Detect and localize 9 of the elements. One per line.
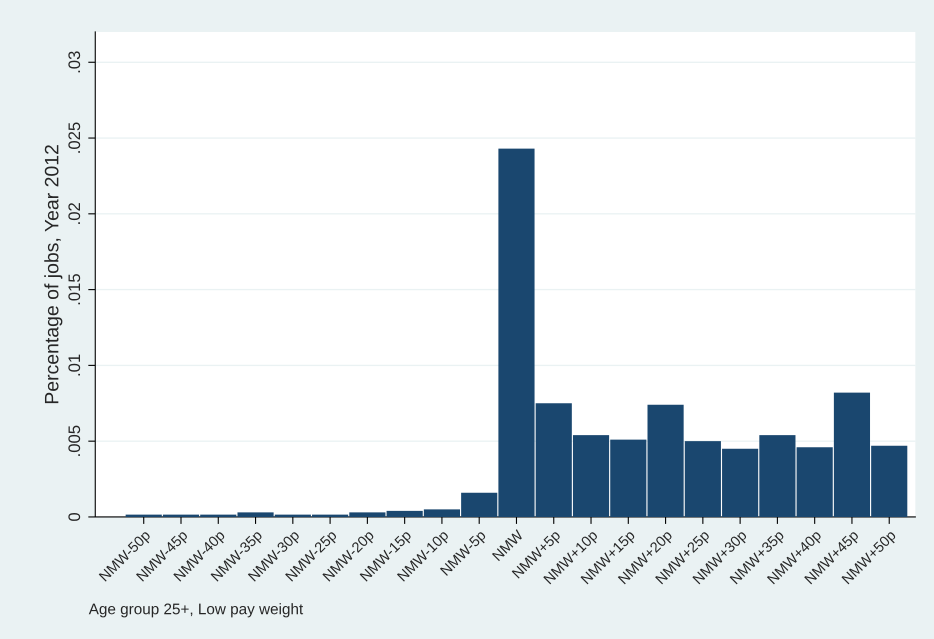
y-tick-label: .025: [68, 122, 80, 153]
y-tick-label: .01: [68, 354, 80, 376]
y-axis-title: Percentage of jobs, Year 2012: [44, 145, 62, 404]
y-tick-label: .005: [68, 426, 80, 456]
text: Age group 25+, Low pay weight: [88, 603, 304, 618]
y-tick-label: .02: [68, 203, 80, 224]
y-tick-label: .015: [68, 274, 80, 304]
y-tick-label: 0: [68, 512, 80, 521]
y-tick-label: .03: [68, 51, 80, 72]
